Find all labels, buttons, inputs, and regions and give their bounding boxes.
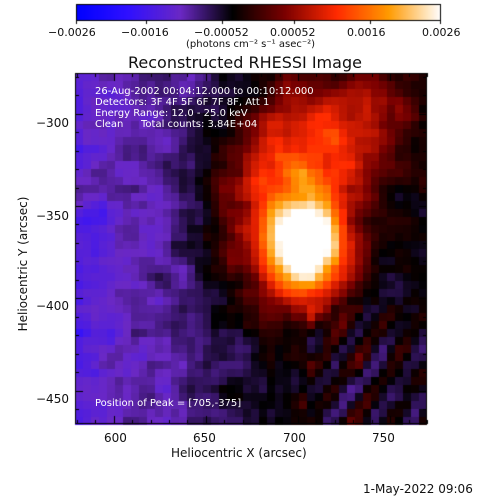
time-range-annotation: 26-Aug-2002 00:04:12.000 to 00:10:12.000 [95, 86, 314, 97]
colorbar-tick-label: 0.0026 [422, 26, 461, 39]
total-counts-annotation: Total counts: 3.84E+04 [141, 119, 258, 130]
colorbar-unit-label: (photons cm⁻² s⁻¹ asec⁻²) [186, 39, 316, 50]
y-tick-label: −300 [36, 116, 69, 130]
y-axis-label: Heliocentric Y (arcsec) [16, 196, 30, 332]
detectors-annotation: Detectors: 3F 4F 5F 6F 7F 8F, Att 1 [95, 97, 270, 108]
x-tick-label: 600 [104, 431, 127, 445]
colorbar-tick-label: −0.0026 [48, 26, 96, 39]
colorbar-tick-label: −0.0016 [121, 26, 169, 39]
x-tick-label: 750 [372, 431, 395, 445]
x-tick-label: 700 [283, 431, 306, 445]
timestamp: 1-May-2022 09:06 [363, 482, 473, 496]
colorbar-tick-label: 0.00052 [270, 26, 316, 39]
chart-title: Reconstructed RHESSI Image [128, 53, 362, 72]
colorbar-tick-label: 0.0016 [347, 26, 386, 39]
x-tick-label: 650 [193, 431, 216, 445]
energy-range-annotation: Energy Range: 12.0 - 25.0 keV [95, 108, 248, 119]
x-axis-label: Heliocentric X (arcsec) [171, 446, 307, 460]
y-tick-label: −400 [36, 299, 69, 313]
peak-position-annotation: Position of Peak = [705,-375] [95, 398, 242, 409]
clean-annotation: Clean [95, 119, 124, 130]
y-tick-label: −350 [36, 209, 69, 223]
colorbar-tick-label: −0.00052 [194, 26, 249, 39]
y-tick-label: −450 [36, 392, 69, 406]
